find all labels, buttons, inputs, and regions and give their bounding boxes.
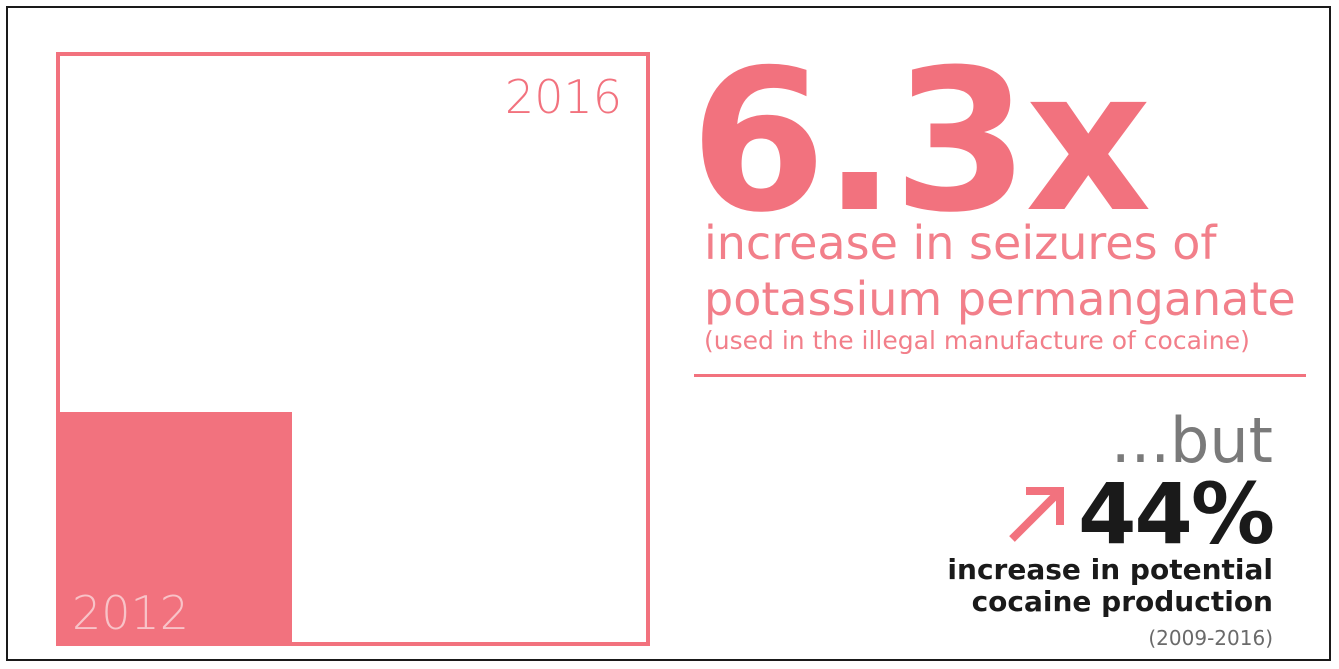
secondary-description-line1: increase in potential — [947, 553, 1273, 586]
secondary-description-line2: cocaine production — [971, 585, 1273, 618]
label-2016: 2016 — [504, 70, 622, 124]
label-2012: 2012 — [72, 586, 190, 640]
secondary-stat-value: 44% — [1077, 465, 1275, 563]
section-divider — [694, 374, 1306, 377]
headline-stat-value: 6.3x — [690, 28, 1152, 256]
arrow-up-right-icon — [1009, 487, 1064, 542]
secondary-stat-row: 44% — [1006, 465, 1275, 563]
connector-text: ...but — [1110, 404, 1273, 477]
headline-description-line2: potassium permanganate — [704, 272, 1296, 326]
square-2012-filled: 2012 — [56, 412, 292, 646]
headline-note: (used in the illegal manufacture of coca… — [704, 326, 1250, 355]
secondary-years: (2009-2016) — [1148, 626, 1273, 650]
infographic-frame: 2016 2012 6.3x increase in seizures of p… — [6, 6, 1331, 661]
square-2016-outline: 2016 — [56, 52, 650, 646]
headline-description-line1: increase in seizures of — [704, 216, 1217, 270]
